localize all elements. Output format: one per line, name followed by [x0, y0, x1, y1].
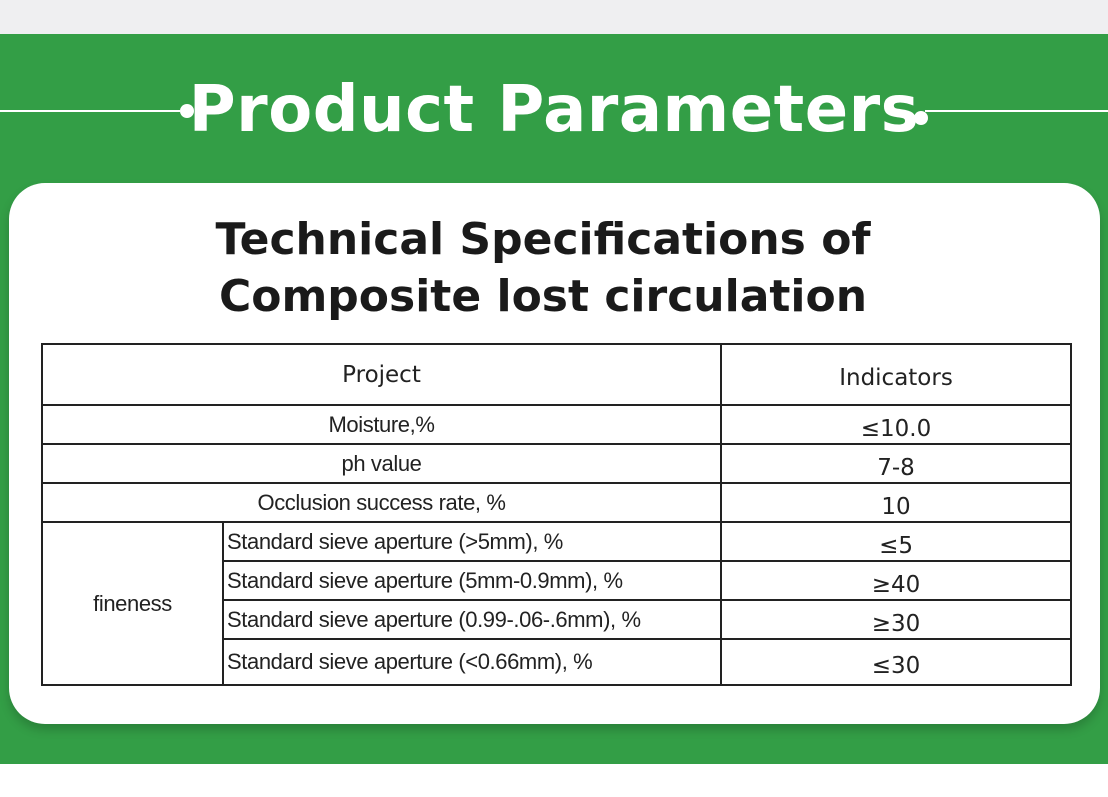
row-indicator: ≤10.0: [720, 404, 1073, 445]
table-header-row: Project Indicators: [40, 343, 1073, 406]
card-title-line-1: Technical Specifications of: [215, 214, 871, 265]
fineness-subitem: Standard sieve aperture (0.99-.06-.6mm),…: [221, 599, 723, 640]
header-dot-right-icon: [914, 111, 928, 125]
table-row: Moisture,% ≤10.0: [40, 404, 1073, 445]
fineness-indicator: ≥40: [720, 560, 1073, 601]
row-indicator: 10: [720, 482, 1073, 523]
fineness-subitem: Standard sieve aperture (5mm-0.9mm), %: [221, 560, 723, 601]
card-title-line-2: Composite lost circulation: [218, 271, 868, 322]
header-line-left: [0, 110, 180, 112]
fineness-label: fineness: [41, 521, 224, 686]
spec-table: Project Indicators Moisture,% ≤10.0 ph v…: [40, 343, 1073, 686]
fineness-indicator: ≥30: [720, 599, 1073, 640]
row-project: ph value: [40, 443, 723, 484]
page-title: Product Parameters: [188, 73, 920, 147]
card-title: Technical Specifications of Composite lo…: [0, 211, 1086, 325]
header-line-right: [925, 110, 1108, 112]
header-indicators: Indicators: [720, 343, 1073, 406]
fineness-indicator: ≤30: [720, 638, 1073, 686]
table-row: Standard sieve aperture (<0.66mm), % ≤30: [42, 638, 1073, 686]
table-row: Standard sieve aperture (0.99-.06-.6mm),…: [42, 599, 1073, 640]
table-row: Standard sieve aperture (5mm-0.9mm), % ≥…: [42, 560, 1073, 601]
row-project: Occlusion success rate, %: [40, 482, 723, 523]
table-row: fineness Standard sieve aperture (>5mm),…: [41, 521, 1073, 686]
row-indicator: 7-8: [720, 443, 1073, 484]
bottom-strip: [0, 764, 1108, 797]
fineness-indicator: ≤5: [720, 521, 1073, 562]
fineness-subitem: Standard sieve aperture (<0.66mm), %: [221, 638, 723, 686]
table-row: Occlusion success rate, % 10: [40, 482, 1073, 523]
header-dot-left-icon: [180, 104, 194, 118]
top-strip: [0, 0, 1108, 34]
table-row: ph value 7-8: [40, 443, 1073, 484]
fineness-subitem: Standard sieve aperture (>5mm), %: [221, 521, 723, 562]
row-project: Moisture,%: [40, 404, 723, 445]
header-project: Project: [40, 343, 723, 406]
